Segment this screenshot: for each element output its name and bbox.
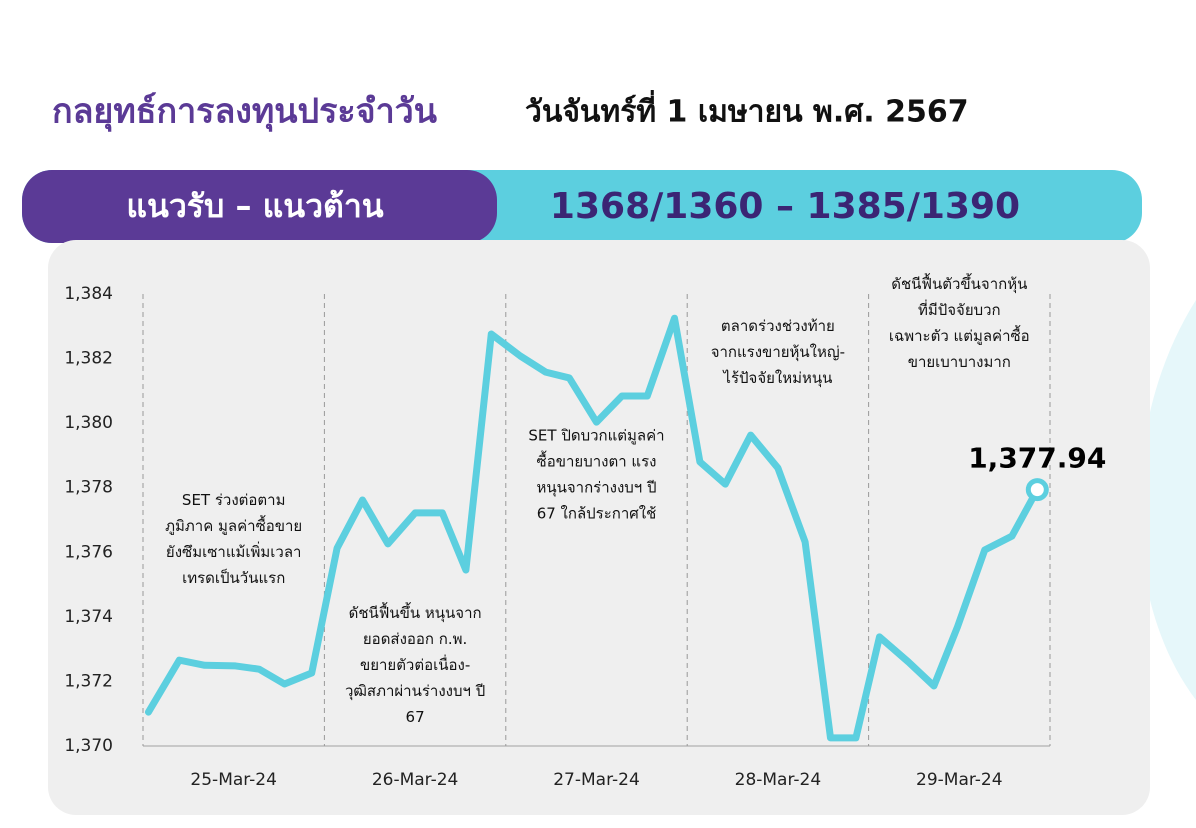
annotation: เฉพาะตัว แต่มูลค่าซื้อ — [889, 325, 1030, 345]
annotation: ที่มีปัจจัยบวก — [918, 299, 1001, 319]
x-tick-label: 27-Mar-24 — [553, 770, 640, 790]
annotation: 67 ใกล้ประกาศใช้ — [537, 505, 657, 523]
y-tick-label: 1,372 — [64, 671, 113, 691]
x-tick-label: 26-Mar-24 — [372, 770, 459, 790]
annotation: หนุนจากร่างงบฯ ปี — [536, 479, 656, 498]
annotation: เทรดเป็นวันแรก — [182, 568, 285, 587]
x-tick-label: 25-Mar-24 — [190, 770, 277, 790]
annotation: ขยายตัวต่อเนื่อง- — [360, 654, 470, 674]
annotation: วุฒิสภาผ่านร่างงบฯ ปี — [345, 682, 485, 701]
decor — [1139, 300, 1196, 700]
banner-levels: 1368/1360 – 1385/1390 — [550, 186, 1020, 227]
annotation: ภูมิภาค มูลค่าซื้อขาย — [165, 515, 302, 535]
annotation: ขายเบาบางมาก — [908, 353, 1011, 371]
value-label: 1,377.94 — [968, 442, 1106, 475]
annotation: ดัชนีฟื้นขึ้น หนุนจาก — [349, 602, 482, 623]
y-tick-label: 1,384 — [64, 284, 113, 304]
y-tick-label: 1,376 — [64, 542, 113, 562]
annotation: จากแรงขายหุ้นใหญ่- — [711, 343, 845, 362]
annotation: ยอดส่งออก ก.พ. — [363, 630, 467, 648]
annotation: 67 — [406, 708, 425, 726]
y-tick-label: 1,382 — [64, 349, 113, 369]
title: กลยุทธ์การลงทุนประจำวัน — [52, 92, 437, 133]
label-pill — [22, 170, 497, 243]
annotation: ไร้ปัจจัยใหม่หนุน — [722, 369, 832, 388]
end-marker — [1025, 478, 1049, 502]
annotation: ดัชนีฟื้นตัวขึ้นจากหุ้น — [891, 273, 1027, 294]
line — [144, 314, 1041, 742]
y-tick-label: 1,378 — [64, 478, 113, 498]
x-tick-label: 29-Mar-24 — [916, 770, 1003, 790]
plot: 1,370 1,372 1,374 1,376 1,378 1,380 1,382 1,384… — [64, 273, 1106, 790]
y-tick-label: 1,380 — [64, 413, 113, 433]
banner-label: แนวรับ – แนวต้าน — [126, 187, 383, 225]
x-tick-label: 28-Mar-24 — [735, 770, 822, 790]
annotation: ยังซึมเซาแม้เพิ่มเวลา — [166, 541, 302, 561]
annotation: SET ปิดบวกแต่มูลค่า — [528, 427, 664, 445]
date: วันจันทร์ที่ 1 เมษายน พ.ศ. 2567 — [525, 90, 969, 130]
y-tick-label: 1,374 — [64, 607, 113, 627]
annotation: SET ร่วงต่อตาม — [182, 491, 286, 509]
annotation: ซื้อขายบางตา แรง — [537, 451, 657, 471]
annotation: ตลาดร่วงช่วงท้าย — [721, 317, 835, 335]
y-tick-label: 1,370 — [64, 736, 113, 756]
